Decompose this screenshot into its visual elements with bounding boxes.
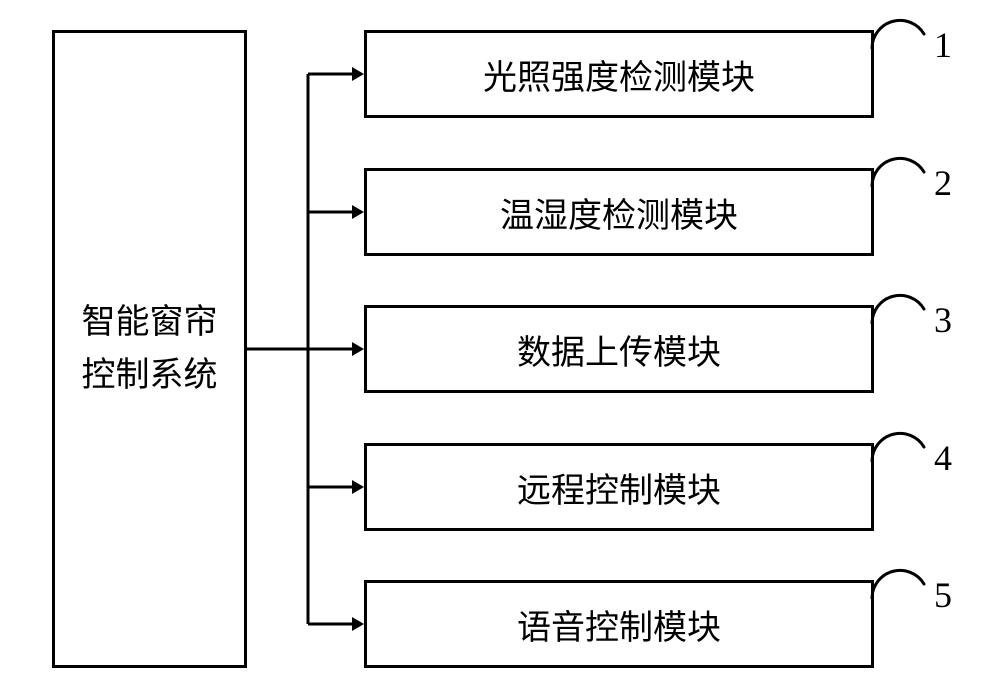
- callout-hook-icon: [868, 560, 928, 602]
- module-number: 4: [934, 437, 952, 479]
- module-label: 语音控制模块: [517, 600, 721, 649]
- callout-hook-icon: [868, 10, 928, 52]
- module-label: 数据上传模块: [517, 325, 721, 374]
- module-number: 5: [934, 574, 952, 616]
- callout-hook-icon: [868, 285, 928, 327]
- module-number: 2: [934, 162, 952, 204]
- module-box: 远程控制模块: [364, 443, 874, 531]
- module-label: 光照强度检测模块: [483, 50, 755, 99]
- callout-hook-icon: [868, 423, 928, 465]
- module-box: 语音控制模块: [364, 580, 874, 668]
- system-title-line1: 智能窗帘: [82, 296, 218, 349]
- module-label: 远程控制模块: [517, 463, 721, 512]
- module-number: 1: [934, 24, 952, 66]
- system-box: 智能窗帘 控制系统: [52, 30, 247, 668]
- module-label: 温湿度检测模块: [500, 188, 738, 237]
- module-box: 温湿度检测模块: [364, 168, 874, 256]
- callout-hook-icon: [868, 148, 928, 190]
- system-title: 智能窗帘 控制系统: [82, 296, 218, 401]
- module-box: 数据上传模块: [364, 305, 874, 393]
- module-number: 3: [934, 299, 952, 341]
- module-box: 光照强度检测模块: [364, 30, 874, 118]
- system-title-line2: 控制系统: [82, 349, 218, 402]
